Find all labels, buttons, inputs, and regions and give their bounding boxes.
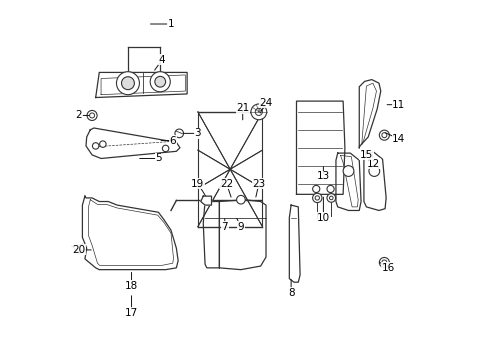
Text: 23: 23 [252,179,265,189]
Polygon shape [86,128,180,158]
Polygon shape [201,196,211,205]
Circle shape [379,257,388,267]
Circle shape [326,194,335,202]
Text: 1: 1 [167,19,174,29]
Circle shape [116,72,139,95]
Polygon shape [296,101,344,194]
Text: 22: 22 [220,179,233,189]
Text: 2: 2 [75,111,82,121]
Polygon shape [219,200,265,270]
Polygon shape [82,196,178,270]
Text: 17: 17 [124,308,138,318]
Circle shape [236,195,244,204]
Polygon shape [203,202,219,268]
Polygon shape [359,80,380,148]
Text: 20: 20 [72,245,85,255]
Polygon shape [363,152,386,211]
Circle shape [100,141,106,147]
Text: 19: 19 [191,179,204,189]
Circle shape [329,196,332,200]
Circle shape [92,143,99,149]
Text: 7: 7 [221,222,227,231]
Circle shape [121,77,134,90]
Circle shape [87,111,97,121]
Polygon shape [96,72,187,98]
Circle shape [312,193,321,203]
Circle shape [368,166,379,176]
Text: 9: 9 [237,222,244,231]
Circle shape [162,145,168,152]
Text: 15: 15 [359,150,372,160]
Text: 14: 14 [391,134,405,144]
Text: 3: 3 [194,129,201,138]
Circle shape [155,76,165,87]
Circle shape [250,104,266,120]
Text: 18: 18 [124,281,138,291]
Circle shape [326,185,333,193]
Circle shape [89,113,94,118]
Circle shape [150,72,170,92]
Text: 24: 24 [259,98,272,108]
Circle shape [379,130,388,140]
Circle shape [381,260,386,265]
Circle shape [255,108,262,116]
Text: 12: 12 [366,159,380,169]
Ellipse shape [169,137,176,140]
Text: 8: 8 [287,288,294,298]
Text: 13: 13 [316,171,329,181]
Polygon shape [335,153,360,211]
Text: 10: 10 [316,213,329,222]
Polygon shape [72,244,85,253]
Circle shape [343,166,353,176]
Circle shape [312,185,319,193]
Text: 5: 5 [155,153,162,163]
Circle shape [175,129,183,138]
Circle shape [314,196,319,200]
Circle shape [381,133,386,138]
Text: 4: 4 [159,55,165,65]
Polygon shape [289,205,300,282]
Text: 21: 21 [236,103,249,113]
Text: 11: 11 [391,100,405,110]
Text: 6: 6 [169,136,176,145]
Text: 16: 16 [381,263,394,273]
